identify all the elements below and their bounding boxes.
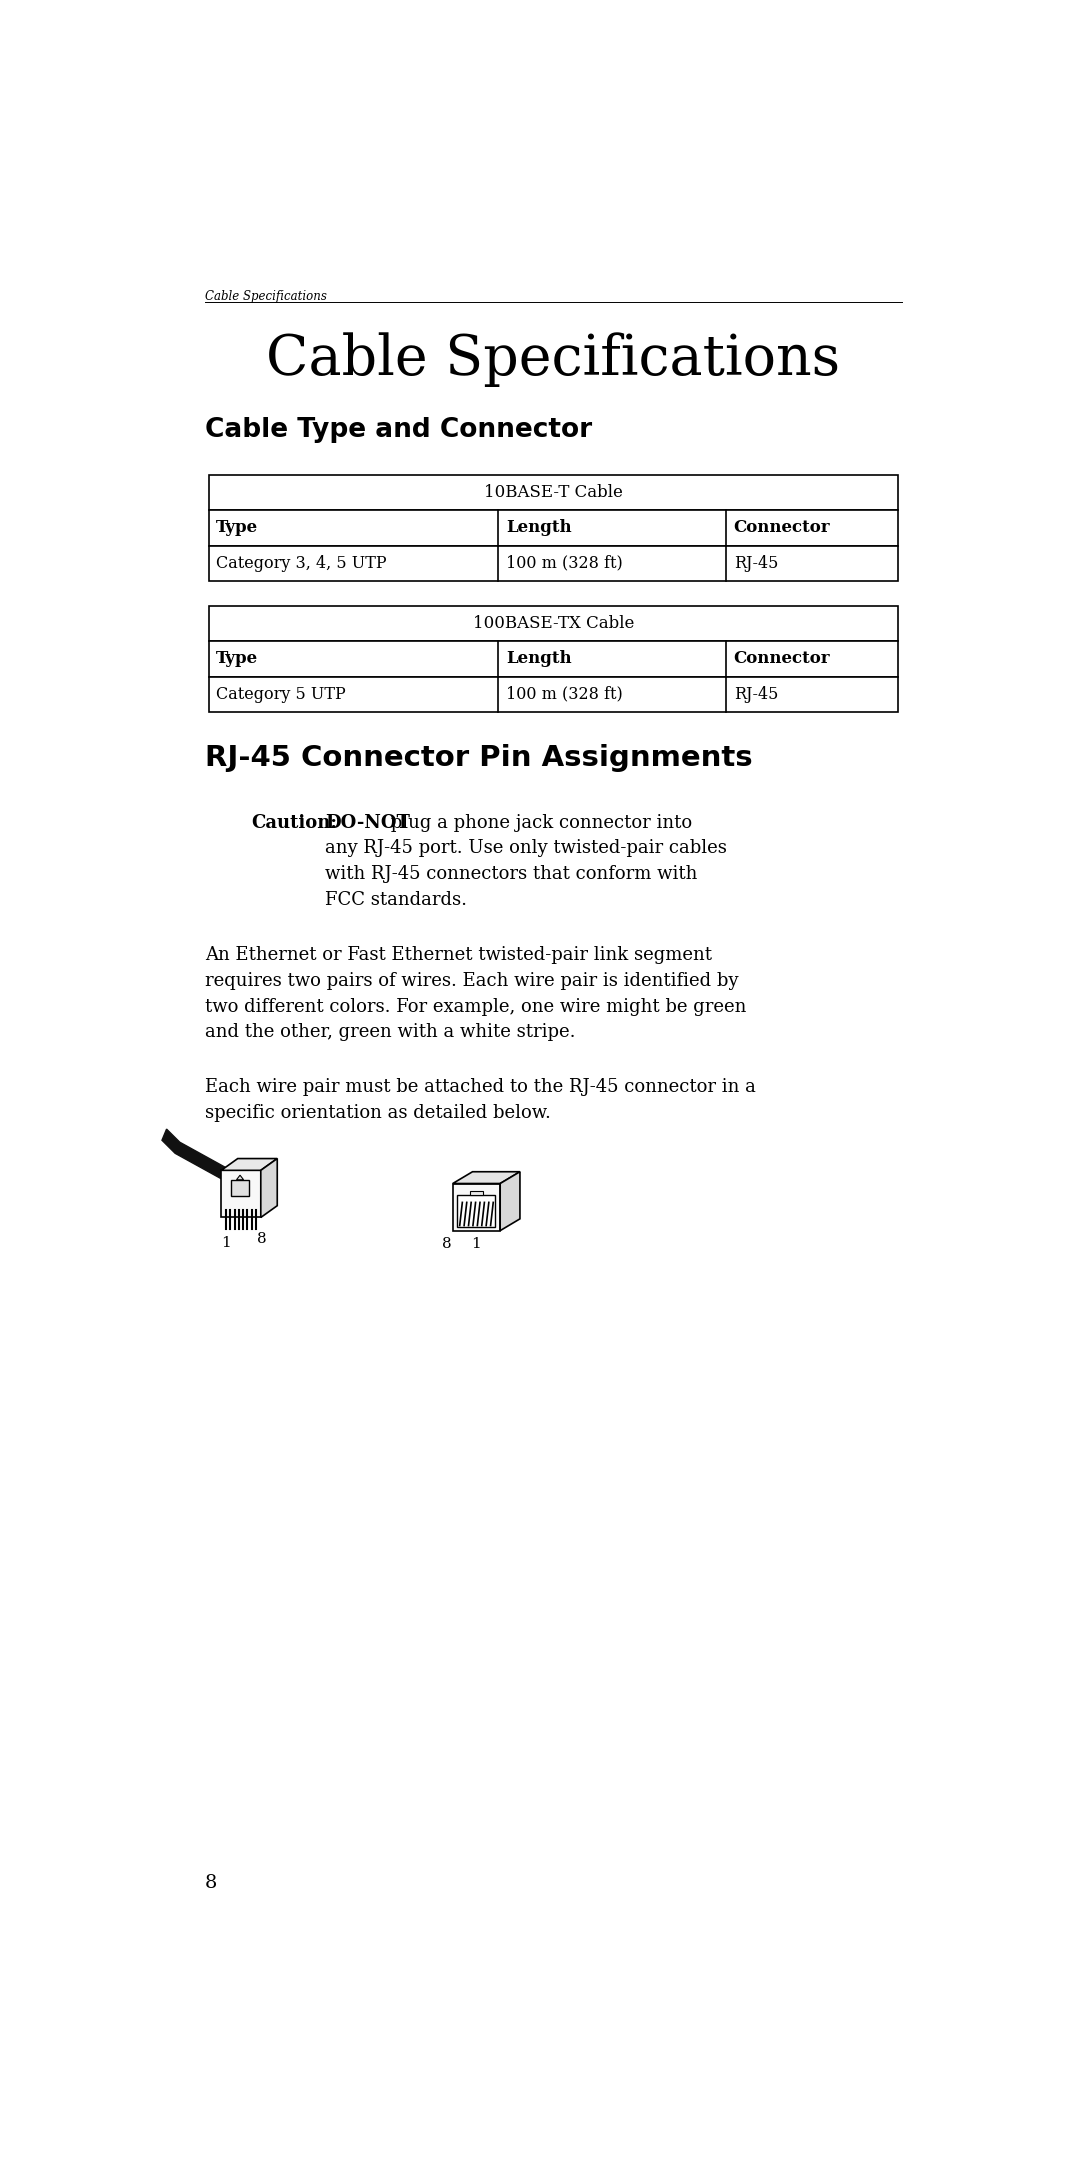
Polygon shape	[237, 1175, 244, 1179]
Text: 100 m (328 ft): 100 m (328 ft)	[507, 555, 623, 572]
Text: Type: Type	[216, 650, 258, 667]
Polygon shape	[260, 1158, 278, 1218]
Bar	[208, 676, 899, 713]
Polygon shape	[500, 1171, 519, 1231]
Text: 100 m (328 ft): 100 m (328 ft)	[507, 685, 623, 702]
Text: Category 5 UTP: Category 5 UTP	[216, 685, 346, 702]
Polygon shape	[162, 1130, 239, 1186]
Text: An Ethernet or Fast Ethernet twisted-pair link segment: An Ethernet or Fast Ethernet twisted-pai…	[205, 946, 712, 963]
Text: DO-NOT: DO-NOT	[325, 814, 409, 832]
Text: Category 3, 4, 5 UTP: Category 3, 4, 5 UTP	[216, 555, 387, 572]
Text: Connector: Connector	[733, 518, 831, 536]
Polygon shape	[453, 1171, 519, 1184]
Bar	[231, 1179, 248, 1197]
Text: 100BASE-TX Cable: 100BASE-TX Cable	[473, 616, 634, 633]
Text: Cable Type and Connector: Cable Type and Connector	[205, 417, 592, 443]
Text: and the other, green with a white stripe.: and the other, green with a white stripe…	[205, 1024, 576, 1041]
Text: 1: 1	[221, 1236, 231, 1251]
Bar	[208, 642, 899, 676]
Bar	[208, 605, 899, 642]
Text: requires two pairs of wires. Each wire pair is identified by: requires two pairs of wires. Each wire p…	[205, 972, 739, 989]
Text: Length: Length	[507, 518, 571, 536]
Text: RJ-45 Connector Pin Assignments: RJ-45 Connector Pin Assignments	[205, 745, 753, 773]
Text: Type: Type	[216, 518, 258, 536]
Bar	[208, 510, 899, 546]
Text: 10BASE-T Cable: 10BASE-T Cable	[484, 484, 623, 501]
Bar	[470, 1190, 483, 1194]
Text: RJ-45: RJ-45	[733, 555, 778, 572]
Polygon shape	[221, 1158, 278, 1171]
Text: Cable Specifications: Cable Specifications	[205, 289, 326, 302]
Text: 8: 8	[205, 1873, 217, 1892]
Bar	[453, 1184, 500, 1231]
Text: Caution:: Caution:	[252, 814, 337, 832]
Text: plug a phone jack connector into: plug a phone jack connector into	[386, 814, 692, 832]
Bar	[208, 546, 899, 581]
Text: 8: 8	[442, 1238, 451, 1251]
Text: any RJ-45 port. Use only twisted-pair cables: any RJ-45 port. Use only twisted-pair ca…	[325, 840, 727, 858]
Text: Connector: Connector	[733, 650, 831, 667]
Bar	[458, 1194, 496, 1227]
Text: 1: 1	[472, 1238, 482, 1251]
Text: specific orientation as detailed below.: specific orientation as detailed below.	[205, 1104, 551, 1123]
Bar	[208, 475, 899, 510]
Text: Each wire pair must be attached to the RJ-45 connector in a: Each wire pair must be attached to the R…	[205, 1078, 756, 1097]
Text: two different colors. For example, one wire might be green: two different colors. For example, one w…	[205, 998, 746, 1015]
Text: Length: Length	[507, 650, 571, 667]
Text: Cable Specifications: Cable Specifications	[267, 333, 840, 387]
Text: 8: 8	[257, 1231, 267, 1246]
Text: FCC standards.: FCC standards.	[325, 890, 467, 909]
Bar	[221, 1171, 260, 1218]
Text: with RJ-45 connectors that conform with: with RJ-45 connectors that conform with	[325, 866, 698, 883]
Text: RJ-45: RJ-45	[733, 685, 778, 702]
